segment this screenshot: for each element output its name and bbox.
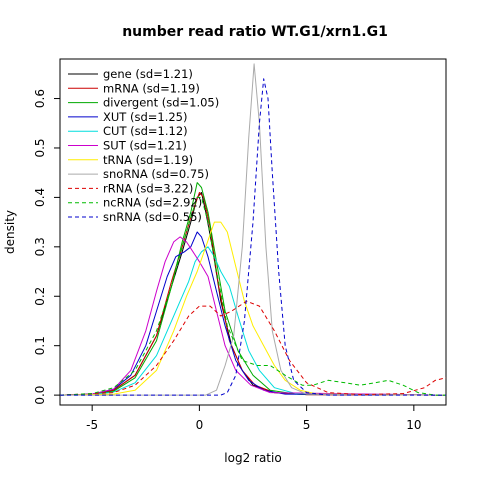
y-axis: 0.0 0.1 0.2 0.3 0.4 0.5 0.6: [33, 89, 60, 405]
chart-title: number read ratio WT.G1/xrn1.G1: [122, 24, 388, 40]
legend-label: SUT (sd=1.21): [103, 139, 187, 153]
x-tick-label: 0: [196, 418, 204, 432]
series-line-7: [60, 63, 447, 396]
series-line-6: [59, 221, 447, 396]
legend-label: gene (sd=1.21): [103, 67, 193, 81]
legend-label: CUT (sd=1.12): [103, 124, 188, 138]
legend-label: divergent (sd=1.05): [103, 96, 219, 110]
series-line-8: [59, 300, 447, 396]
series-line-9: [59, 196, 446, 396]
legend-label: tRNA (sd=1.19): [103, 153, 193, 167]
y-axis-label: density: [3, 210, 17, 254]
y-tick-label: 0.1: [33, 336, 47, 355]
series-line-4: [59, 246, 447, 396]
legend-label: snoRNA (sd=0.75): [103, 167, 209, 181]
y-tick-label: 0.2: [33, 287, 47, 306]
x-tick-label: 5: [303, 418, 311, 432]
series-line-5: [59, 236, 447, 396]
series-line-10: [60, 78, 446, 396]
y-tick-label: 0.5: [33, 138, 47, 157]
legend: gene (sd=1.21)mRNA (sd=1.19)divergent (s…: [68, 67, 219, 224]
y-tick-label: 0.4: [33, 188, 47, 207]
legend-label: ncRNA (sd=2.92): [103, 196, 202, 210]
legend-label: rRNA (sd=3.22): [103, 181, 193, 195]
x-axis: -5 0 5 10: [86, 405, 421, 432]
y-tick-label: 0.6: [33, 89, 47, 108]
y-tick-label: 0.0: [33, 386, 47, 405]
x-tick-label: 10: [406, 418, 421, 432]
series-line-3: [59, 231, 447, 396]
plot-frame: [59, 58, 447, 406]
legend-label: XUT (sd=1.25): [103, 110, 187, 124]
series-layer: [59, 63, 447, 396]
legend-label: mRNA (sd=1.19): [103, 81, 200, 95]
legend-label: snRNA (sd=0.55): [103, 210, 202, 224]
series-line-2: [59, 182, 447, 396]
x-tick-label: -5: [86, 418, 98, 432]
y-tick-label: 0.3: [33, 237, 47, 256]
x-axis-label: log2 ratio: [224, 451, 281, 465]
